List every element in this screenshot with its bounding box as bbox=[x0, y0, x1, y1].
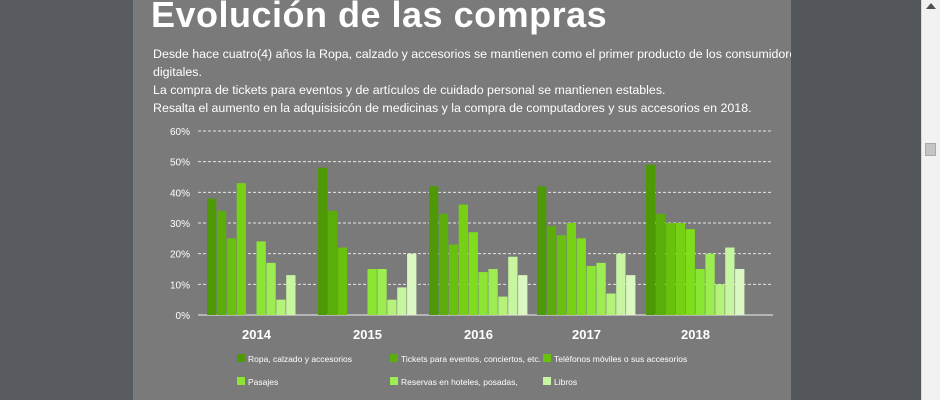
x-tick-label: 2014 bbox=[242, 327, 272, 342]
bar bbox=[256, 241, 266, 315]
slide-description: Desde hace cuatro(4) años la Ropa, calza… bbox=[153, 45, 791, 117]
scroll-up-arrow-icon[interactable] bbox=[926, 3, 936, 9]
bar bbox=[286, 275, 296, 315]
bar bbox=[337, 247, 348, 315]
y-tick-label: 50% bbox=[170, 158, 190, 169]
legend-swatch bbox=[390, 377, 398, 385]
vertical-scrollbar[interactable] bbox=[921, 0, 940, 400]
bar bbox=[478, 272, 488, 315]
bar bbox=[705, 253, 715, 315]
bar bbox=[377, 269, 387, 315]
bar bbox=[606, 293, 616, 315]
bar bbox=[655, 213, 666, 315]
bar bbox=[407, 253, 417, 315]
bar bbox=[715, 284, 725, 315]
legend-swatch bbox=[237, 377, 245, 385]
bar bbox=[266, 262, 276, 315]
legend-swatch bbox=[237, 354, 245, 362]
bar bbox=[498, 296, 508, 315]
legend-swatch bbox=[390, 354, 398, 362]
right-margin-pane bbox=[791, 0, 921, 400]
bar bbox=[397, 287, 407, 315]
description-line: La compra de tickets para eventos y de a… bbox=[153, 83, 666, 97]
bar bbox=[438, 213, 449, 315]
bar bbox=[646, 164, 656, 315]
bar bbox=[226, 238, 237, 315]
bar bbox=[448, 244, 459, 315]
bar bbox=[735, 269, 745, 315]
bar bbox=[429, 186, 439, 315]
bar-chart: 0% 10% 20% 30% 40% 50% 60% 2014 2015 2016 2017 2018… bbox=[170, 127, 773, 387]
bar bbox=[675, 223, 685, 315]
bar bbox=[685, 229, 695, 315]
y-tick-label: 10% bbox=[170, 280, 190, 291]
description-line: digitales. bbox=[153, 65, 202, 79]
y-tick-label: 40% bbox=[170, 188, 190, 199]
legend-swatch bbox=[543, 354, 551, 362]
bar bbox=[508, 256, 518, 315]
bar bbox=[518, 275, 528, 315]
bar bbox=[725, 247, 735, 315]
bar bbox=[468, 232, 478, 315]
bar bbox=[546, 226, 557, 315]
slide: 0% 10% 20% 30% 40% 50% 60% 2014 2015 2016 2017 2018… bbox=[133, 0, 791, 400]
bar bbox=[566, 223, 576, 315]
bar bbox=[276, 299, 286, 315]
x-tick-label: 2017 bbox=[572, 327, 601, 342]
legend-swatch bbox=[543, 377, 551, 385]
bar bbox=[586, 265, 596, 315]
bar bbox=[488, 269, 498, 315]
bar bbox=[216, 210, 227, 315]
left-margin-pane bbox=[0, 0, 133, 400]
bar bbox=[318, 167, 328, 315]
legend-label: Libros bbox=[554, 377, 577, 387]
y-tick-label: 60% bbox=[170, 127, 190, 138]
bar bbox=[665, 223, 676, 315]
x-tick-label: 2018 bbox=[681, 327, 710, 342]
bar bbox=[207, 198, 217, 315]
legend-label: Pasajes bbox=[248, 377, 278, 387]
description-line: Desde hace cuatro(4) años la Ropa, calza… bbox=[153, 47, 791, 61]
y-tick-label: 0% bbox=[176, 311, 191, 322]
bar bbox=[537, 186, 547, 315]
scrollbar-thumb[interactable] bbox=[925, 143, 936, 156]
bar bbox=[367, 269, 377, 315]
legend-label: Teléfonos móviles o sus accesorios bbox=[554, 354, 687, 364]
description-line: Resalta el aumento en la adquisisicón de… bbox=[153, 101, 752, 115]
bar bbox=[458, 204, 468, 315]
legend-label: Ropa, calzado y accesorios bbox=[248, 354, 352, 364]
slide-title: Evolución de las compras bbox=[151, 0, 608, 35]
bar bbox=[236, 183, 246, 315]
x-tick-label: 2016 bbox=[464, 327, 493, 342]
x-tick-label: 2015 bbox=[353, 327, 382, 342]
y-tick-label: 20% bbox=[170, 250, 190, 261]
y-tick-label: 30% bbox=[170, 219, 190, 230]
bar bbox=[576, 238, 586, 315]
bar bbox=[626, 275, 636, 315]
bar bbox=[695, 269, 705, 315]
bar bbox=[596, 262, 606, 315]
bar bbox=[616, 253, 626, 315]
bar bbox=[556, 235, 567, 315]
bar bbox=[387, 299, 397, 315]
bar bbox=[327, 210, 338, 315]
legend-label: Reservas en hoteles, posadas, bbox=[401, 377, 518, 387]
legend-label: Tickets para eventos, conciertos, etc. bbox=[401, 354, 541, 364]
